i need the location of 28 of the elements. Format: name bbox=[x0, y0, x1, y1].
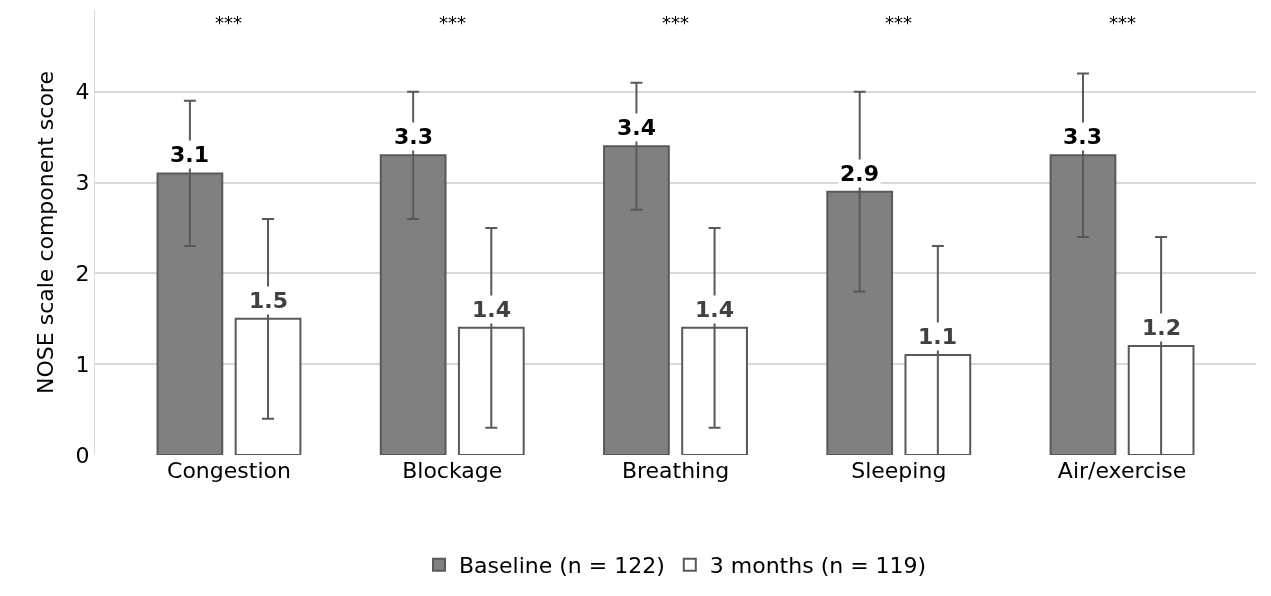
annotation: *** bbox=[1109, 12, 1136, 33]
data-label: 3.3 bbox=[1063, 124, 1102, 149]
data-label: 1.1 bbox=[918, 324, 957, 349]
y-tick-label: 0 bbox=[75, 442, 90, 468]
data-label: 2.9 bbox=[840, 161, 879, 186]
x-tick-label: Sleeping bbox=[851, 458, 947, 483]
y-tick-label: 4 bbox=[75, 79, 90, 105]
y-tick-label: 1 bbox=[75, 351, 90, 377]
x-tick-label: Air/exercise bbox=[1057, 458, 1187, 483]
data-label: 1.4 bbox=[695, 297, 734, 322]
data-label: 1.2 bbox=[1142, 315, 1181, 340]
y-tick-label: 3 bbox=[75, 170, 90, 196]
x-tick-label: Blockage bbox=[402, 458, 503, 483]
legend-label: 3 months (n = 119) bbox=[709, 553, 927, 579]
data-label: 1.4 bbox=[472, 297, 511, 322]
annotation: *** bbox=[215, 12, 242, 33]
y-axis-title: NOSE scale component score bbox=[33, 71, 59, 394]
x-tick-label: Breathing bbox=[621, 458, 730, 483]
x-tick-label: Congestion bbox=[167, 458, 291, 483]
data-label: 3.3 bbox=[394, 124, 433, 149]
legend-label: Baseline (n = 122) bbox=[459, 553, 665, 579]
annotation: *** bbox=[662, 12, 689, 33]
annotation: *** bbox=[885, 12, 912, 33]
y-tick-label: 2 bbox=[75, 261, 90, 287]
data-label: 3.4 bbox=[617, 115, 656, 140]
data-label: 3.1 bbox=[170, 142, 209, 167]
annotation: *** bbox=[439, 12, 466, 33]
data-label: 1.5 bbox=[249, 288, 288, 313]
